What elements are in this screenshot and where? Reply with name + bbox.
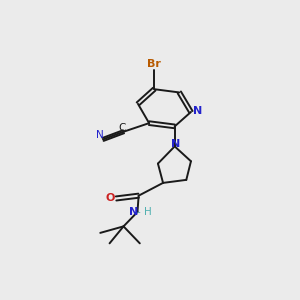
Text: Br: Br: [147, 59, 161, 69]
Text: C: C: [118, 123, 125, 133]
Text: - H: - H: [137, 207, 152, 217]
Text: N: N: [193, 106, 203, 116]
Text: N: N: [129, 207, 138, 217]
Text: N: N: [96, 130, 104, 140]
Text: O: O: [106, 193, 115, 202]
Text: N: N: [170, 139, 180, 149]
